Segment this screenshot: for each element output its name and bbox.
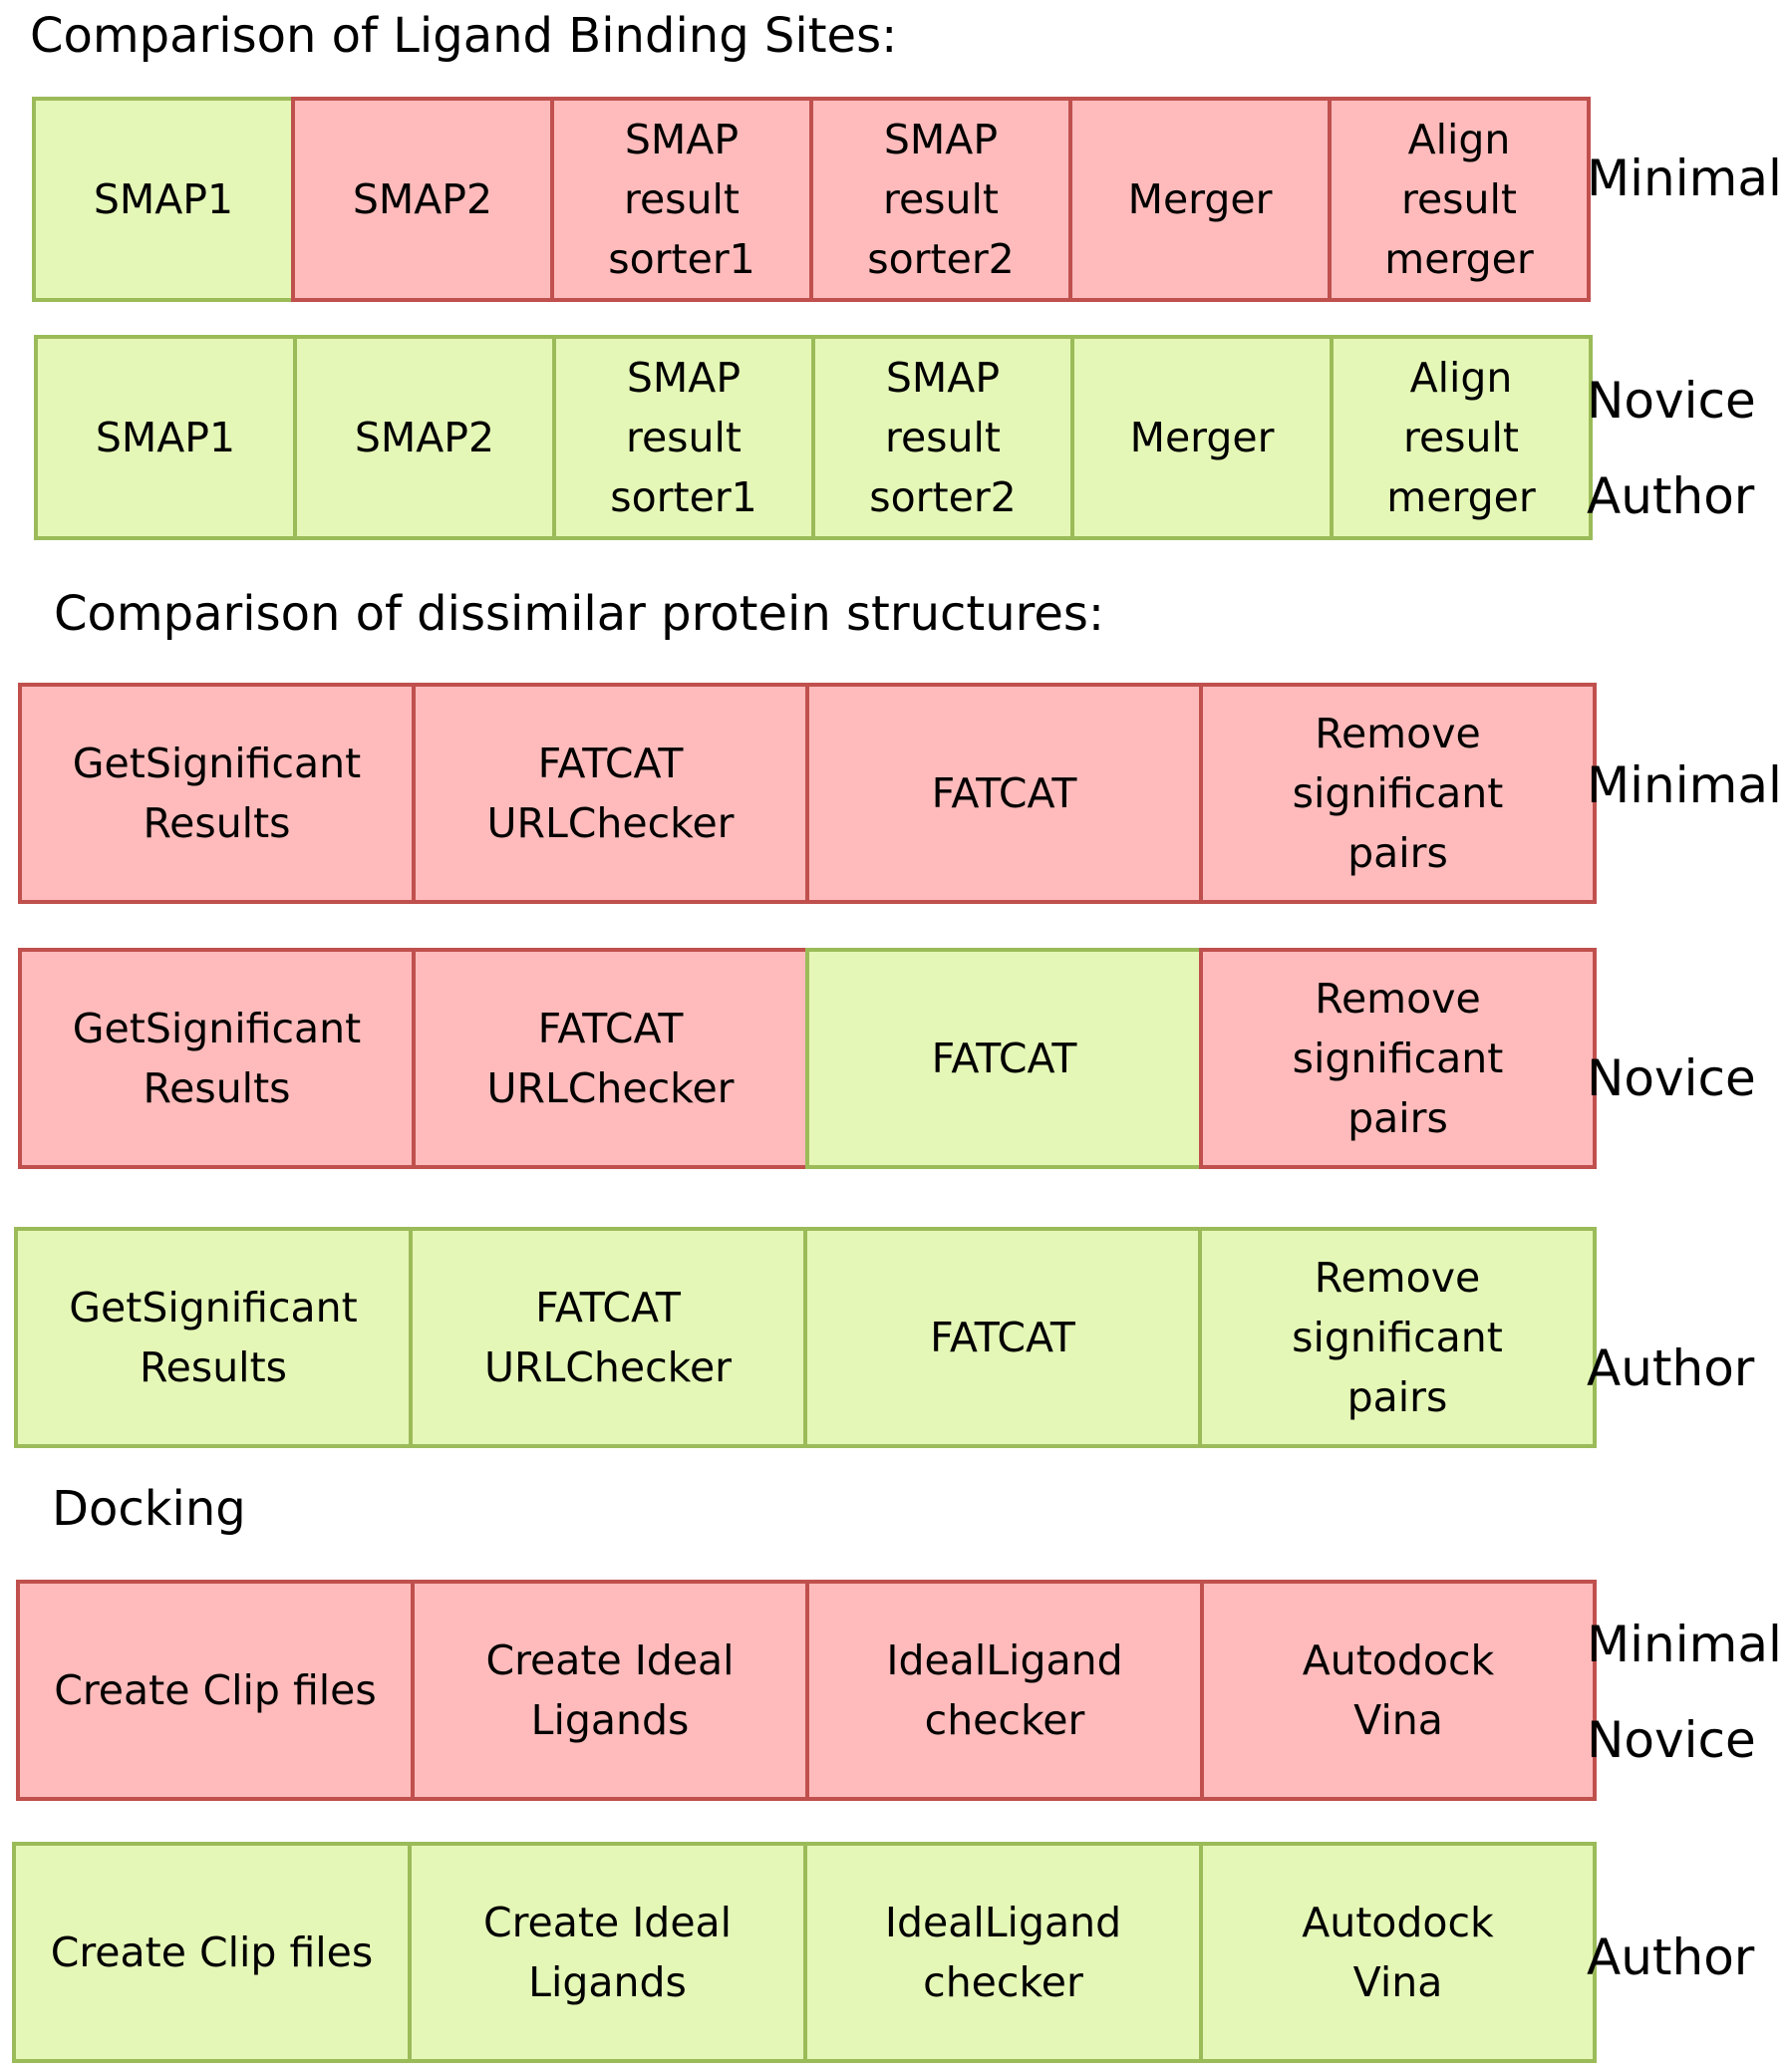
workflow-row: GetSignificant Results FATCAT URLChecker F…	[14, 1227, 1597, 1448]
workflow-step-box: GetSignificant Results	[18, 683, 416, 904]
workflow-step-box: Create Ideal Ligands	[408, 1842, 807, 2063]
row-user-label: Minimal Novice	[1587, 1616, 1782, 1769]
workflow-step-box: SMAP result sorter1	[552, 335, 815, 540]
workflow-row: GetSignificant Results FATCAT URLChecker F…	[18, 948, 1597, 1169]
workflow-step-box: Autodock Vina	[1199, 1842, 1597, 2063]
workflow-step-label: FATCAT URLChecker	[483, 1284, 733, 1391]
workflow-step-label: FATCAT	[931, 1035, 1077, 1082]
workflow-step-label: Remove significant pairs	[1292, 1254, 1503, 1421]
workflow-step-label: GetSignificant Results	[72, 1005, 362, 1112]
workflow-step-label: IdealLigand checker	[884, 1899, 1122, 2006]
workflow-step-label: Create Ideal Ligands	[482, 1899, 733, 2006]
workflow-step-label: SMAP1	[95, 414, 236, 461]
workflow-step-box: Merger	[1070, 335, 1334, 540]
workflow-step-box: Align result merger	[1328, 97, 1591, 302]
workflow-step-label: FATCAT	[931, 769, 1077, 817]
workflow-step-label: Autodock Vina	[1302, 1636, 1495, 1744]
workflow-step-label: Autodock Vina	[1302, 1899, 1494, 2006]
workflow-step-label: Merger	[1129, 414, 1275, 461]
workflow-step-label: Create Clip files	[50, 1928, 374, 1976]
workflow-step-box: Create Clip files	[12, 1842, 412, 2063]
workflow-row: Create Clip files Create Ideal Ligands Ide…	[16, 1580, 1597, 1801]
workflow-step-label: Create Ideal Ligands	[485, 1636, 735, 1744]
section-title: Docking	[52, 1481, 246, 1537]
workflow-step-box: FATCAT	[805, 948, 1203, 1169]
workflow-step-box: SMAP result sorter2	[811, 335, 1074, 540]
workflow-row: SMAP1 SMAP2 SMAP result sorter1 SMAP result…	[34, 335, 1593, 540]
row-user-label: Author	[1587, 1928, 1755, 1986]
row-user-label: Novice Author	[1587, 372, 1756, 525]
workflow-row: Create Clip files Create Ideal Ligands Ide…	[12, 1842, 1597, 2063]
workflow-step-label: FATCAT URLChecker	[486, 740, 735, 847]
workflow-step-box: SMAP1	[32, 97, 295, 302]
workflow-step-box: SMAP2	[293, 335, 556, 540]
workflow-step-label: SMAP2	[354, 414, 495, 461]
workflow-step-box: IdealLigand checker	[805, 1580, 1204, 1801]
workflow-step-label: Create Clip files	[54, 1666, 377, 1714]
row-user-label: Minimal	[1587, 149, 1782, 207]
workflow-step-box: Remove significant pairs	[1199, 948, 1597, 1169]
workflow-step-label: Merger	[1127, 175, 1273, 223]
workflow-step-box: FATCAT URLChecker	[412, 948, 809, 1169]
workflow-row: GetSignificant Results FATCAT URLChecker F…	[18, 683, 1597, 904]
workflow-step-box: SMAP2	[291, 97, 554, 302]
row-user-label: Novice	[1587, 1049, 1756, 1107]
workflow-step-label: Align result merger	[1384, 116, 1534, 283]
workflow-step-box: IdealLigand checker	[803, 1842, 1203, 2063]
workflow-step-label: IdealLigand checker	[886, 1636, 1123, 1744]
workflow-step-label: SMAP result sorter1	[608, 116, 755, 283]
section-title: Comparison of Ligand Binding Sites:	[30, 8, 898, 64]
row-user-label: Minimal	[1587, 756, 1782, 814]
workflow-step-box: SMAP1	[34, 335, 297, 540]
row-user-label: Author	[1587, 1339, 1755, 1397]
workflow-step-box: SMAP result sorter1	[550, 97, 813, 302]
workflow-step-label: SMAP result sorter2	[869, 354, 1017, 521]
workflow-step-box: Autodock Vina	[1200, 1580, 1597, 1801]
workflow-step-box: Create Ideal Ligands	[411, 1580, 809, 1801]
workflow-step-box: FATCAT URLChecker	[412, 683, 809, 904]
workflow-step-box: Align result merger	[1330, 335, 1593, 540]
workflow-step-label: SMAP2	[352, 175, 493, 223]
workflow-step-label: SMAP result sorter2	[867, 116, 1015, 283]
workflow-step-label: SMAP result sorter1	[610, 354, 757, 521]
workflow-step-label: GetSignificant Results	[72, 740, 362, 847]
workflow-step-box: SMAP result sorter2	[809, 97, 1072, 302]
workflow-step-box: Create Clip files	[16, 1580, 415, 1801]
workflow-step-box: FATCAT	[803, 1227, 1202, 1448]
workflow-step-label: Align result merger	[1386, 354, 1536, 521]
workflow-step-box: GetSignificant Results	[18, 948, 416, 1169]
workflow-step-box: Remove significant pairs	[1198, 1227, 1597, 1448]
workflow-step-label: Remove significant pairs	[1292, 710, 1504, 877]
workflow-step-box: FATCAT URLChecker	[409, 1227, 807, 1448]
workflow-step-label: Remove significant pairs	[1292, 975, 1504, 1142]
workflow-step-label: GetSignificant Results	[69, 1284, 358, 1391]
workflow-row: SMAP1 SMAP2 SMAP result sorter1 SMAP result…	[32, 97, 1591, 302]
workflow-step-box: FATCAT	[805, 683, 1203, 904]
section-title: Comparison of dissimilar protein structu…	[54, 586, 1105, 642]
workflow-step-box: Remove significant pairs	[1199, 683, 1597, 904]
workflow-step-box: Merger	[1068, 97, 1332, 302]
workflow-step-label: SMAP1	[93, 175, 234, 223]
workflow-step-label: FATCAT	[930, 1314, 1075, 1361]
workflow-step-label: FATCAT URLChecker	[486, 1005, 735, 1112]
workflow-step-box: GetSignificant Results	[14, 1227, 413, 1448]
